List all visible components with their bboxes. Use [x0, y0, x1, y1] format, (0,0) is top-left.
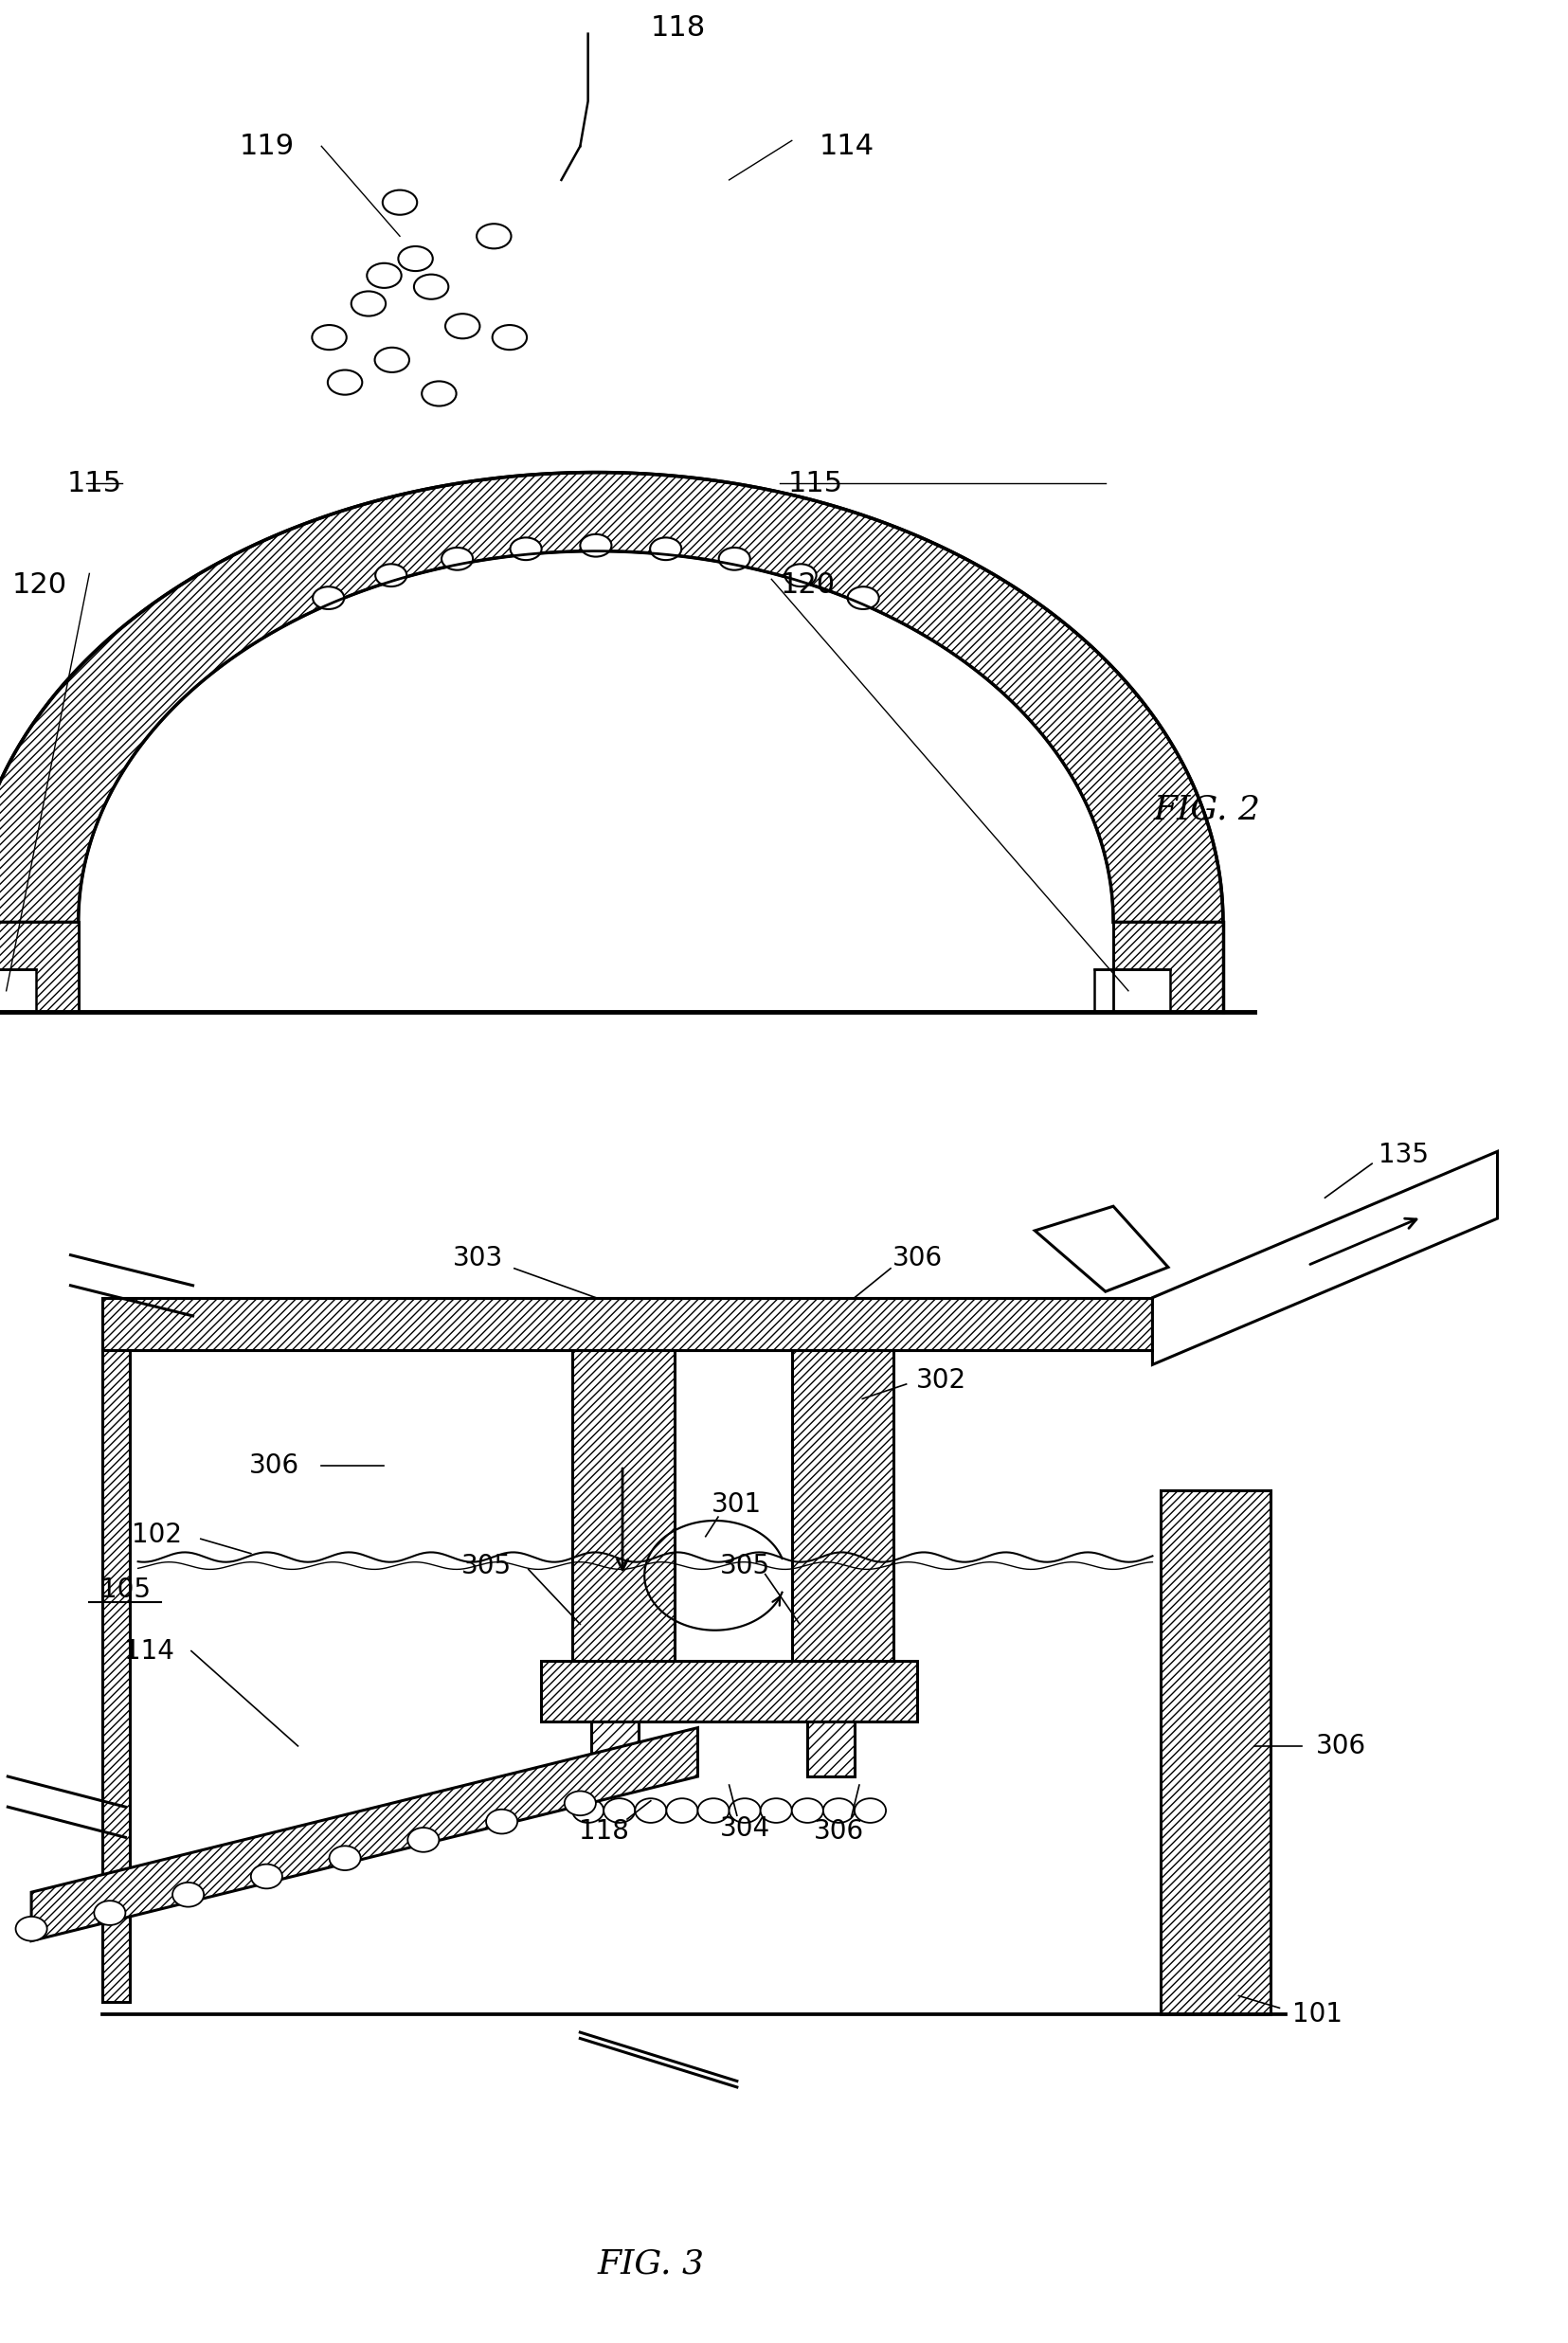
- Text: 305: 305: [720, 1553, 770, 1579]
- Circle shape: [94, 1900, 125, 1926]
- Circle shape: [792, 1799, 823, 1823]
- Bar: [541, 1661, 917, 1722]
- Circle shape: [251, 1865, 282, 1888]
- Circle shape: [635, 1799, 666, 1823]
- Circle shape: [445, 314, 480, 337]
- Text: 120: 120: [11, 572, 67, 597]
- Text: 102: 102: [132, 1523, 182, 1549]
- Bar: [1094, 970, 1170, 1012]
- Polygon shape: [0, 923, 78, 1012]
- Text: 119: 119: [238, 134, 295, 159]
- Circle shape: [375, 565, 406, 586]
- Text: 115: 115: [66, 471, 122, 497]
- Bar: [591, 1722, 638, 1776]
- Bar: [0, 970, 36, 1012]
- Circle shape: [651, 537, 682, 560]
- Bar: [792, 1350, 894, 1692]
- Circle shape: [666, 1799, 698, 1823]
- Polygon shape: [1113, 923, 1223, 1012]
- Text: 114: 114: [818, 134, 875, 159]
- Circle shape: [328, 370, 362, 394]
- Bar: [102, 1298, 1152, 1350]
- Text: 303: 303: [453, 1246, 503, 1272]
- Circle shape: [698, 1799, 729, 1823]
- Circle shape: [510, 537, 541, 560]
- Circle shape: [312, 586, 343, 609]
- Polygon shape: [1152, 1150, 1497, 1364]
- Circle shape: [855, 1799, 886, 1823]
- Text: 306: 306: [1316, 1734, 1366, 1760]
- Circle shape: [718, 548, 750, 569]
- Text: 115: 115: [787, 471, 844, 497]
- Circle shape: [760, 1799, 792, 1823]
- Circle shape: [329, 1846, 361, 1870]
- Text: 302: 302: [916, 1368, 966, 1394]
- Circle shape: [422, 382, 456, 405]
- Text: 114: 114: [124, 1638, 174, 1664]
- Text: 101: 101: [1292, 2001, 1342, 2027]
- Polygon shape: [1035, 1207, 1168, 1291]
- Text: 306: 306: [892, 1246, 942, 1272]
- Circle shape: [572, 1799, 604, 1823]
- Circle shape: [729, 1799, 760, 1823]
- Circle shape: [383, 190, 417, 216]
- Circle shape: [351, 291, 386, 316]
- Circle shape: [312, 326, 347, 349]
- Polygon shape: [0, 473, 1223, 923]
- Text: FIG. 3: FIG. 3: [597, 2247, 704, 2280]
- Circle shape: [604, 1799, 635, 1823]
- Text: 301: 301: [712, 1492, 762, 1518]
- Circle shape: [477, 225, 511, 248]
- Circle shape: [486, 1809, 517, 1835]
- Circle shape: [823, 1799, 855, 1823]
- Circle shape: [580, 534, 612, 558]
- Circle shape: [786, 565, 817, 586]
- Text: 135: 135: [1378, 1141, 1428, 1169]
- Circle shape: [848, 586, 880, 609]
- Circle shape: [16, 1917, 47, 1940]
- Text: 120: 120: [779, 572, 836, 597]
- Text: 306: 306: [249, 1453, 299, 1478]
- Circle shape: [492, 326, 527, 349]
- Bar: [808, 1722, 855, 1776]
- Polygon shape: [31, 1727, 698, 1940]
- Bar: [572, 1350, 674, 1692]
- Text: 118: 118: [651, 14, 706, 42]
- Text: 105: 105: [100, 1577, 151, 1603]
- Circle shape: [398, 246, 433, 272]
- Text: FIG. 2: FIG. 2: [1154, 794, 1261, 825]
- Text: 118: 118: [579, 1818, 629, 1844]
- Circle shape: [442, 548, 474, 569]
- Circle shape: [408, 1828, 439, 1851]
- Text: 304: 304: [720, 1816, 770, 1842]
- Circle shape: [414, 274, 448, 300]
- Text: 305: 305: [461, 1553, 511, 1579]
- Bar: [1160, 1490, 1270, 2015]
- Text: 306: 306: [814, 1818, 864, 1844]
- Circle shape: [375, 347, 409, 373]
- Circle shape: [367, 262, 401, 288]
- Circle shape: [172, 1881, 204, 1907]
- Bar: [102, 1350, 130, 2001]
- Circle shape: [564, 1790, 596, 1816]
